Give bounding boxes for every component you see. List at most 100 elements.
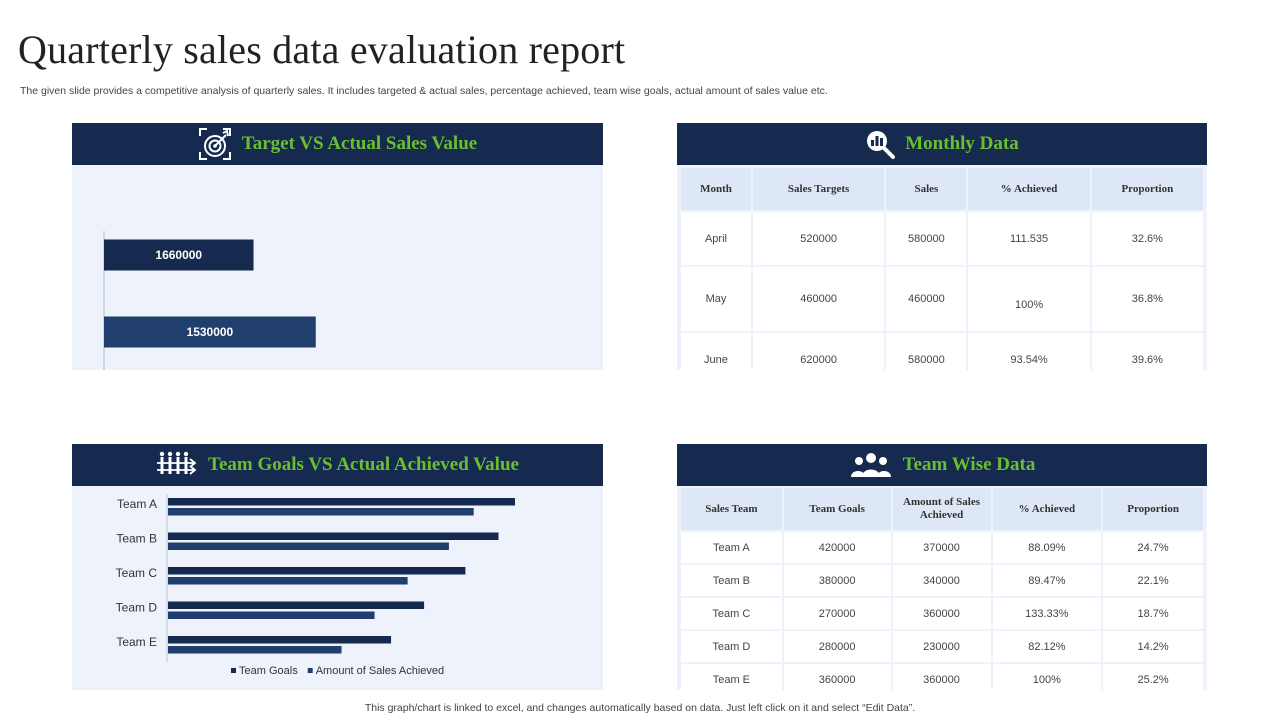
bar	[168, 577, 408, 585]
table-cell: Team A	[681, 532, 782, 563]
legend-label: Team Goals	[239, 665, 298, 677]
table-cell: 36.8%	[1091, 267, 1203, 331]
table-cell: April	[681, 212, 751, 265]
team-wise-data-panel: Team Wise Data Sales Team Team Goals Amo…	[677, 444, 1207, 695]
bar	[104, 239, 254, 271]
page-title: Quarterly sales data evaluation report	[18, 27, 626, 72]
table-header-row: Month Sales Targets Sales % Achieved Pro…	[681, 168, 1203, 210]
team-goals-panel: Team Goals VS Actual Achieved Value Team…	[72, 444, 603, 690]
column-header: % Achieved	[968, 168, 1090, 210]
table-row: Team E 360000 360000 100% 25.2%	[681, 664, 1203, 695]
column-header: Sales Team	[681, 488, 782, 530]
table-cell: 133.33%	[992, 598, 1102, 629]
bar	[168, 601, 425, 609]
legend-swatch	[231, 668, 236, 673]
table-cell: May	[681, 267, 751, 331]
table-cell: 22.1%	[1103, 565, 1203, 596]
footer-note: This graph/chart is linked to excel, and…	[364, 702, 916, 714]
table-row: Team B 380000 340000 89.47% 22.1%	[681, 565, 1203, 596]
table-cell: 24.7%	[1103, 532, 1203, 563]
column-header: Proportion	[1103, 488, 1203, 530]
team-progress-icon	[156, 450, 198, 480]
bar	[168, 611, 375, 619]
table-cell: 93.54%	[968, 333, 1090, 386]
category-label: Team E	[116, 635, 157, 649]
column-header: Sales	[886, 168, 967, 210]
table-row: April 520000 580000 111.535 32.6%	[681, 212, 1203, 265]
bar	[168, 636, 392, 644]
bar	[168, 498, 515, 506]
table-cell: 360000	[892, 664, 991, 695]
target-vs-actual-panel: Target VS Actual Sales Value 1660000 1530…	[72, 123, 603, 384]
legend-label: Amount of Sales Achieved	[316, 665, 444, 677]
panel-header: Team Goals VS Actual Achieved Value	[72, 444, 603, 486]
category-label: Team B	[116, 532, 157, 546]
bar	[168, 532, 499, 540]
table-header-row: Sales Team Team Goals Amount of Sales Ac…	[681, 488, 1203, 530]
data-label: 1660000	[155, 248, 202, 262]
bar	[168, 646, 342, 654]
table-cell: 25.2%	[1103, 664, 1203, 695]
table-cell: 100%	[968, 267, 1090, 331]
category-label: Team A	[117, 497, 157, 511]
panel-title: Target VS Actual Sales Value	[241, 133, 478, 154]
team-goals-chart: Team A Team B Team C Team D Team E Team Goals…	[116, 494, 515, 677]
table-cell: 111.535	[968, 212, 1090, 265]
table-row: Team C 270000 360000 133.33% 18.7%	[681, 598, 1203, 629]
table-cell: 620000	[752, 333, 885, 386]
table-cell: 520000	[752, 212, 885, 265]
column-header: Proportion	[1091, 168, 1203, 210]
table-row: June 620000 580000 93.54% 39.6%	[681, 333, 1203, 386]
table-cell: 100%	[992, 664, 1102, 695]
table-cell: 360000	[783, 664, 891, 695]
table-cell: Team E	[681, 664, 782, 695]
bar	[104, 316, 316, 348]
group-icon	[849, 452, 893, 478]
table-cell: 370000	[892, 532, 991, 563]
table-cell: 39.6%	[1091, 333, 1203, 386]
table-cell: Team B	[681, 565, 782, 596]
column-header: Sales Targets	[752, 168, 885, 210]
table-cell: Team D	[681, 631, 782, 662]
panel-header: Monthly Data	[677, 123, 1207, 165]
bar	[168, 542, 449, 550]
legend-swatch	[307, 668, 313, 673]
column-header: % Achieved	[992, 488, 1102, 530]
table-cell: 18.7%	[1103, 598, 1203, 629]
target-vs-actual-chart: 1660000 1530000	[103, 231, 316, 384]
table-cell: 32.6%	[1091, 212, 1203, 265]
data-label: 1530000	[187, 325, 234, 339]
table-row: May 460000 460000 100% 36.8%	[681, 267, 1203, 331]
table-cell: 360000	[892, 598, 991, 629]
table-cell: 14.2%	[1103, 631, 1203, 662]
monthly-data-panel: Monthly Data Month Sales Targets Sales %…	[677, 123, 1207, 386]
column-header: Team Goals	[783, 488, 891, 530]
team-wise-data-table: Sales Team Team Goals Amount of Sales Ac…	[679, 486, 1205, 697]
panel-title: Team Goals VS Actual Achieved Value	[208, 454, 519, 475]
table-cell: 82.12%	[992, 631, 1102, 662]
table-cell: 340000	[892, 565, 991, 596]
table-cell: 380000	[783, 565, 891, 596]
table-cell: Team C	[681, 598, 782, 629]
target-icon	[198, 127, 232, 161]
table-cell: June	[681, 333, 751, 386]
panel-title: Monthly Data	[905, 133, 1019, 154]
table-cell: 580000	[886, 212, 967, 265]
table-cell: 270000	[783, 598, 891, 629]
category-label: Team C	[116, 566, 158, 580]
table-cell: 230000	[892, 631, 991, 662]
panel-title: Team Wise Data	[902, 454, 1036, 475]
table-cell: 580000	[886, 333, 967, 386]
monthly-data-table: Month Sales Targets Sales % Achieved Pro…	[679, 166, 1205, 388]
table-row: Team A 420000 370000 88.09% 24.7%	[681, 532, 1203, 563]
table-cell: 460000	[886, 267, 967, 331]
panel-header: Team Wise Data	[677, 444, 1207, 486]
bar	[168, 508, 474, 516]
table-row: Team D 280000 230000 82.12% 14.2%	[681, 631, 1203, 662]
table-cell: 88.09%	[992, 532, 1102, 563]
category-label: Team D	[116, 601, 158, 615]
table-cell: 280000	[783, 631, 891, 662]
magnifier-chart-icon	[865, 129, 896, 159]
bar	[168, 567, 466, 575]
column-header: Month	[681, 168, 751, 210]
